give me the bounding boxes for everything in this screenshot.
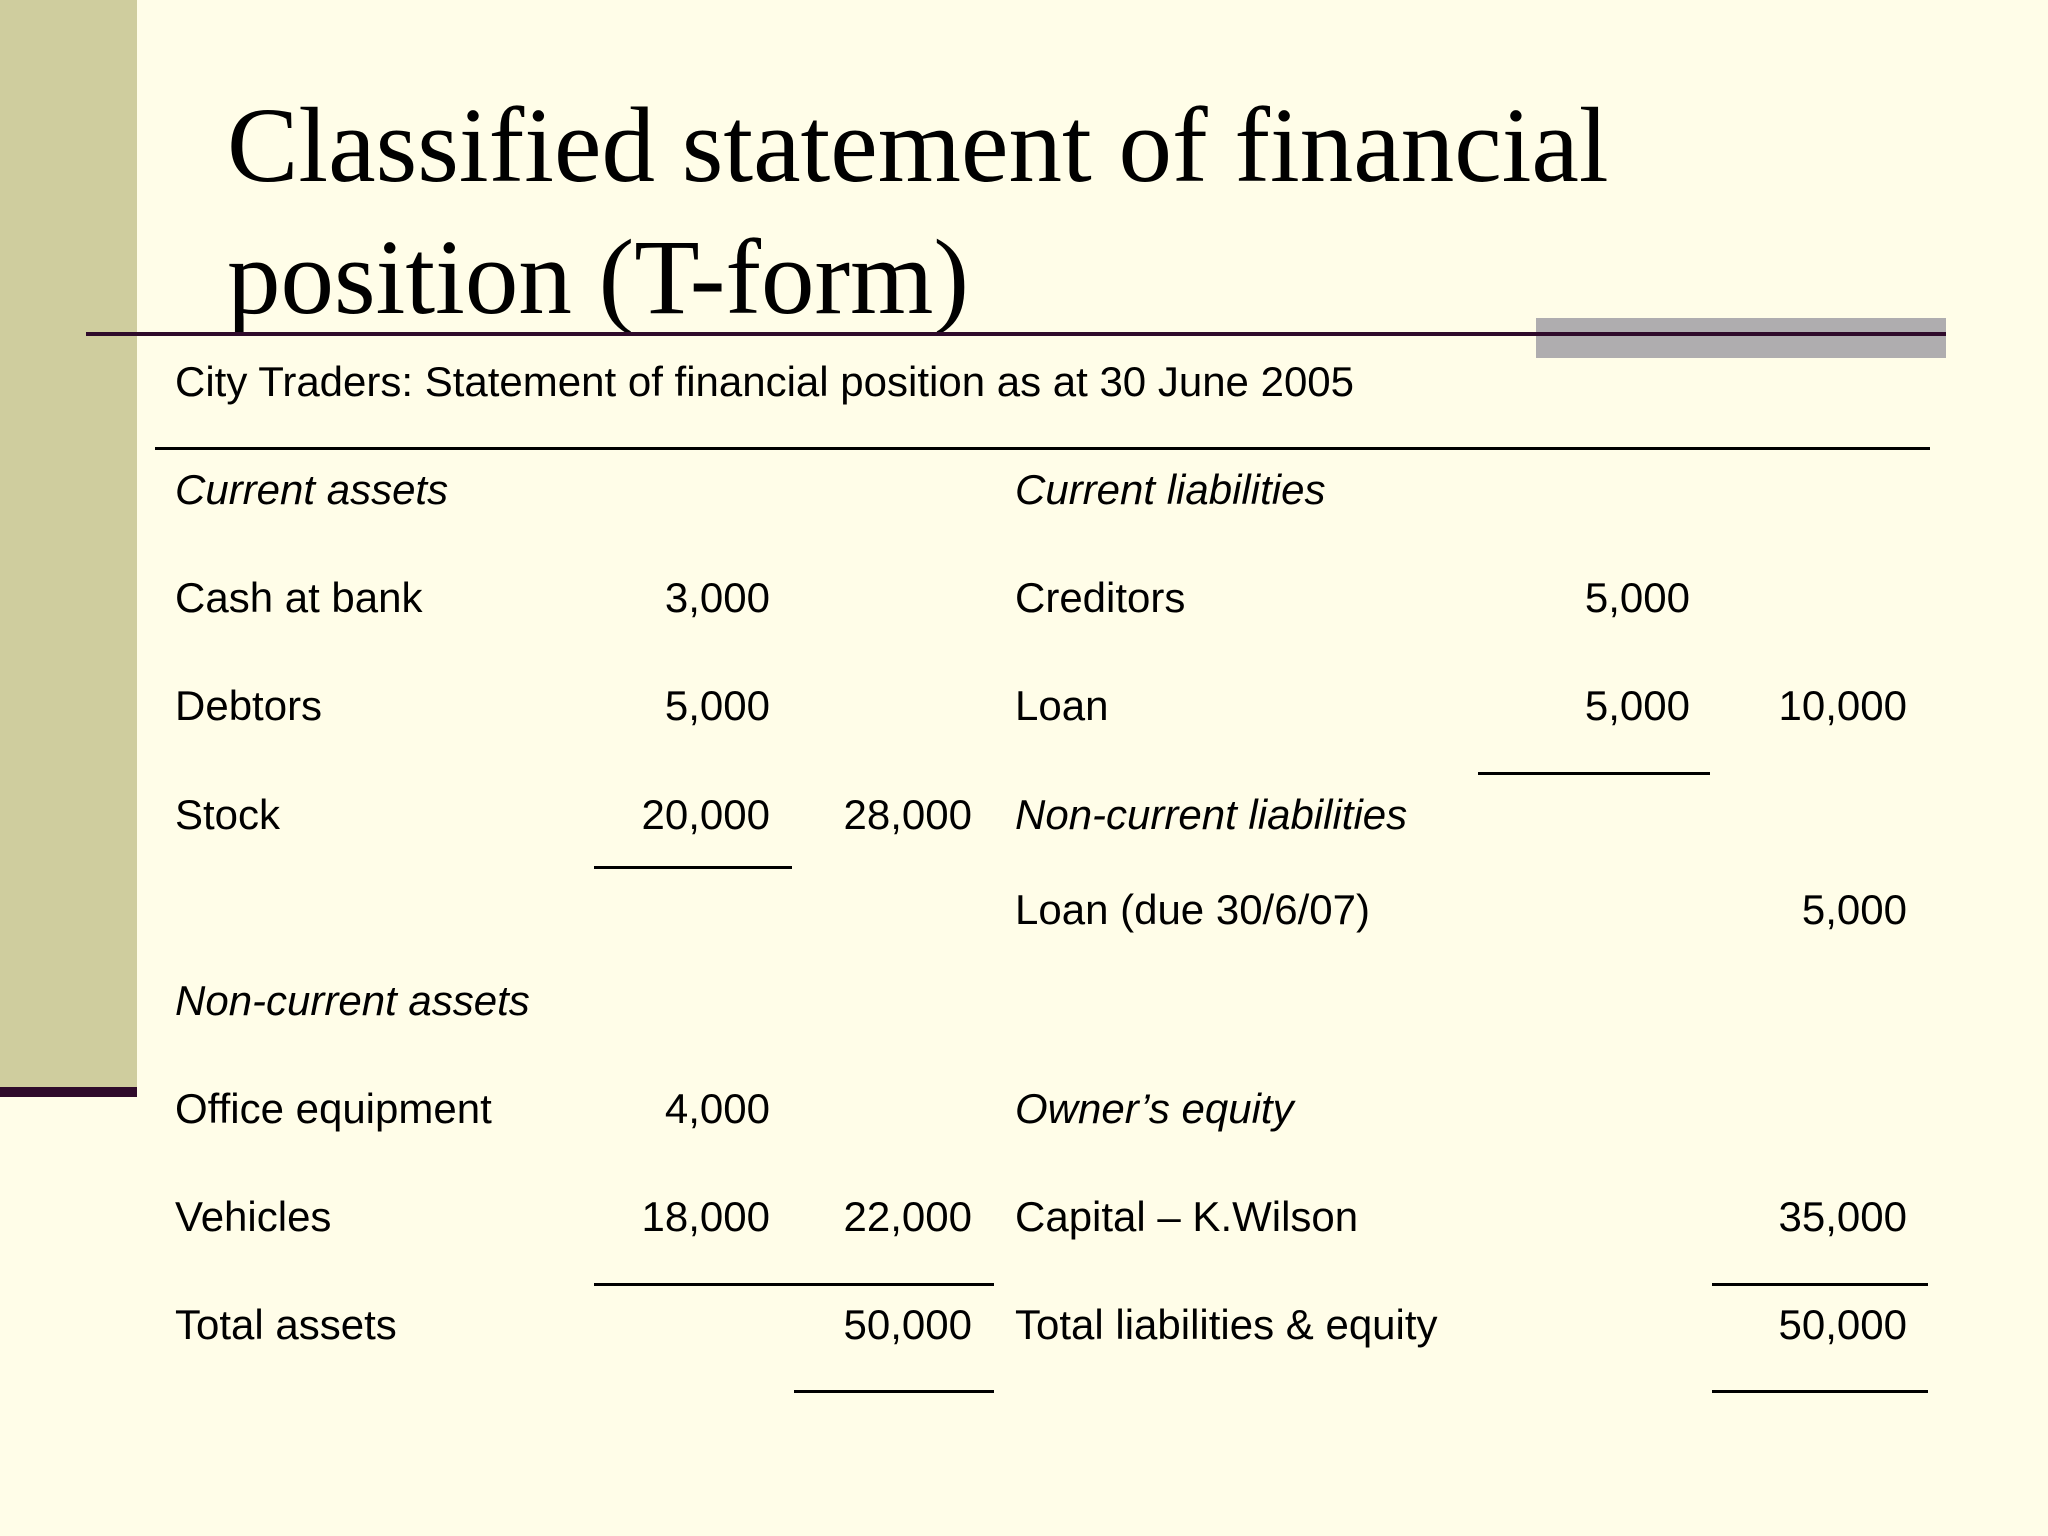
office-equipment-label: Office equipment bbox=[175, 1085, 492, 1132]
title-divider bbox=[86, 332, 1946, 336]
cash-at-bank-value: 3,000 bbox=[664, 574, 770, 621]
equity-subtotal-rule bbox=[1712, 1283, 1928, 1286]
total-assets-value: 50,000 bbox=[843, 1301, 972, 1348]
slide-title-line-1: Classified statement of financial bbox=[227, 87, 1609, 205]
stock-label: Stock bbox=[175, 791, 281, 838]
total-liabilities-equity-label: Total liabilities & equity bbox=[1015, 1301, 1438, 1348]
owners-equity-heading: Owner’s equity bbox=[1015, 1085, 1294, 1132]
header-divider bbox=[155, 447, 1930, 450]
non-current-assets-total: 22,000 bbox=[843, 1193, 972, 1240]
statement-subtitle: City Traders: Statement of financial pos… bbox=[175, 358, 1355, 405]
creditors-value: 5,000 bbox=[1584, 574, 1690, 621]
slide-title-line-2: position (T-form) bbox=[227, 219, 969, 337]
total-liabilities-equity-underline bbox=[1712, 1390, 1928, 1393]
slide-title: Classified statement of financial positi… bbox=[227, 80, 1727, 344]
vehicles-value: 18,000 bbox=[641, 1193, 770, 1240]
debtors-value: 5,000 bbox=[664, 682, 770, 729]
title-accent-block bbox=[1536, 318, 1946, 358]
vehicles-label: Vehicles bbox=[175, 1193, 332, 1240]
debtors-label: Debtors bbox=[175, 682, 323, 729]
non-current-assets-subtotal-rule bbox=[594, 1283, 994, 1286]
current-liabilities-heading: Current liabilities bbox=[1015, 466, 1326, 513]
title-accent-line bbox=[1536, 332, 1946, 336]
office-equipment-value: 4,000 bbox=[664, 1085, 770, 1132]
non-current-assets-heading: Non-current assets bbox=[175, 977, 530, 1024]
loan-label: Loan bbox=[1015, 682, 1109, 729]
loan-due-value: 5,000 bbox=[1801, 886, 1907, 933]
current-liabilities-total: 10,000 bbox=[1778, 682, 1907, 729]
creditors-label: Creditors bbox=[1015, 574, 1186, 621]
current-liabilities-subtotal-rule bbox=[1478, 772, 1710, 775]
total-liabilities-equity-value: 50,000 bbox=[1778, 1301, 1907, 1348]
stock-value: 20,000 bbox=[641, 791, 770, 838]
side-accent-bar bbox=[0, 0, 137, 1090]
current-assets-subtotal-rule bbox=[594, 866, 792, 869]
total-assets-underline bbox=[794, 1390, 994, 1393]
loan-value: 5,000 bbox=[1584, 682, 1690, 729]
non-current-liabilities-heading: Non-current liabilities bbox=[1015, 791, 1408, 838]
capital-label: Capital – K.Wilson bbox=[1015, 1193, 1359, 1240]
side-accent-rule bbox=[0, 1087, 137, 1097]
loan-due-label: Loan (due 30/6/07) bbox=[1015, 886, 1370, 933]
current-assets-heading: Current assets bbox=[175, 466, 449, 513]
total-assets-label: Total assets bbox=[175, 1301, 397, 1348]
current-assets-total: 28,000 bbox=[843, 791, 972, 838]
cash-at-bank-label: Cash at bank bbox=[175, 574, 423, 621]
capital-value: 35,000 bbox=[1778, 1193, 1907, 1240]
